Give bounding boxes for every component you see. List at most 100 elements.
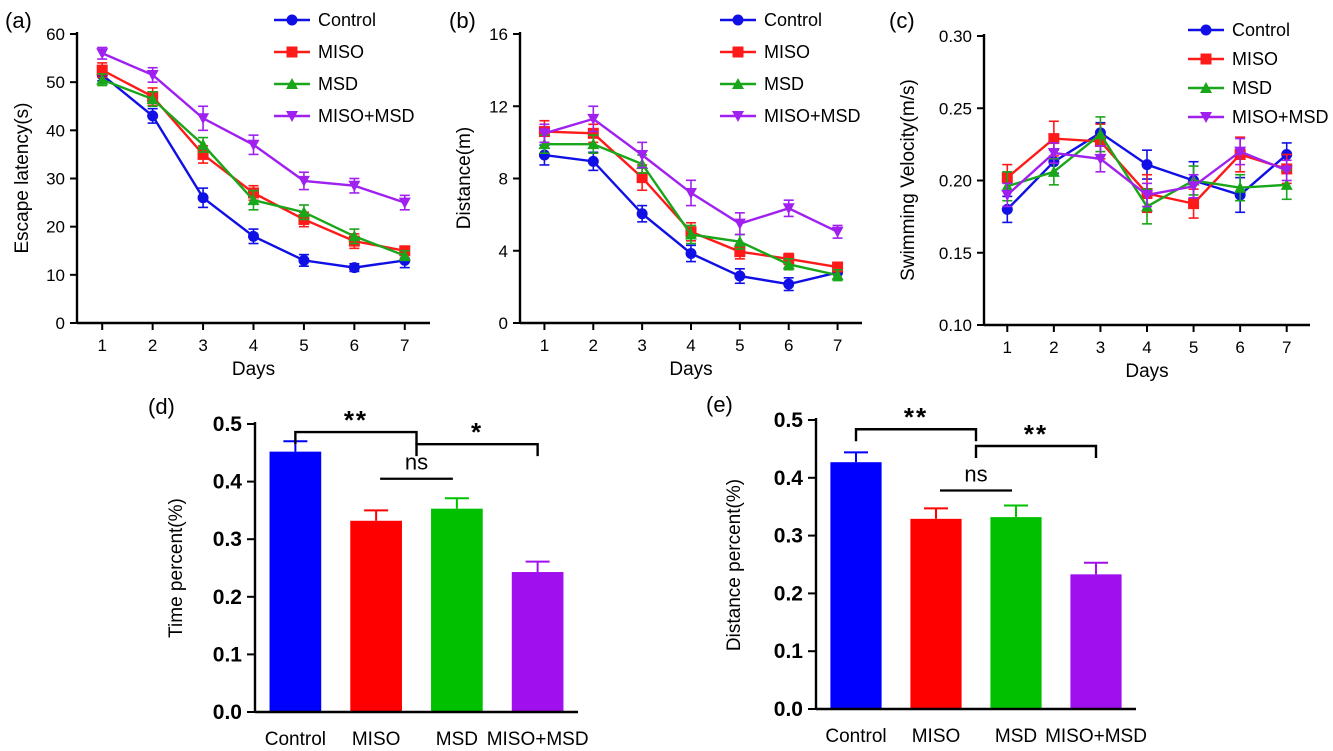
data-point: [297, 206, 310, 218]
data-point: [348, 180, 361, 192]
x-tick-label: 3: [1096, 338, 1105, 357]
data-point: [1141, 189, 1153, 201]
data-point: [1094, 153, 1107, 165]
series-msd: [96, 73, 411, 262]
data-point: [587, 155, 599, 167]
y-tick-label: 16: [489, 25, 508, 44]
category-label: MISO+MSD: [487, 729, 589, 750]
legend-label: MISO+MSD: [1232, 107, 1329, 127]
y-tick-label: 4: [499, 242, 508, 261]
legend-label: MSD: [764, 74, 804, 94]
significance-label: *: [471, 417, 483, 447]
bracket-line: [415, 442, 539, 457]
x-tick-label: 2: [589, 336, 598, 355]
y-tick-label: 0.4: [774, 467, 804, 490]
y-tick-label: 12: [489, 97, 508, 116]
legend-label: MISO: [1232, 49, 1278, 69]
x-tick-label: 6: [784, 336, 793, 355]
bracket-line: [974, 444, 1098, 459]
panel-label: (d): [148, 394, 175, 419]
legend-item: MSD: [720, 74, 804, 94]
y-tick-label: 10: [46, 266, 65, 285]
data-point: [197, 148, 209, 160]
significance-bracket: ns: [380, 450, 453, 480]
legend-marker: [732, 78, 744, 89]
panel-a-line-chart: (a) 0 10 20 30 40 50 60 1 2 3 4 5 6 7 Days Escape latenc…: [5, 8, 430, 380]
data-point: [146, 93, 159, 105]
data-point: [96, 64, 108, 76]
bar: [511, 572, 564, 712]
data-point: [197, 192, 209, 204]
legend-marker: [286, 46, 298, 58]
data-point: [248, 230, 259, 242]
y-tick-label: 0: [56, 314, 65, 333]
series-miso-msd: [96, 46, 411, 211]
data-point: [297, 175, 310, 187]
legend-marker: [286, 111, 298, 122]
category-label: MISO+MSD: [1045, 726, 1147, 747]
x-tick-label: 4: [1142, 338, 1151, 357]
data-point: [587, 113, 600, 125]
data-point: [1280, 178, 1293, 190]
data-point: [197, 113, 210, 125]
x-tick-label: 3: [198, 336, 207, 355]
y-tick-label: 0.0: [774, 698, 803, 721]
significance-bracket: **: [294, 405, 418, 445]
x-tick-label: 2: [148, 336, 157, 355]
legend-label: MISO: [764, 42, 810, 62]
y-tick-label: 0.30: [939, 27, 972, 46]
data-point: [685, 247, 697, 259]
data-point: [1188, 198, 1200, 210]
panel-c-line-chart: (c) 0.10 0.15 0.20 0.25 0.30 1 2 3 4 5 6 7 Days Swimmi…: [889, 8, 1329, 382]
y-tick-label: 8: [499, 170, 508, 189]
data-point: [587, 138, 600, 150]
legend-item: MISO: [720, 42, 810, 62]
significance-label: **: [1024, 419, 1048, 449]
bar: [990, 517, 1042, 709]
legend-item: Control: [720, 10, 822, 30]
legend-item: Control: [1188, 20, 1290, 40]
data-point: [1047, 165, 1060, 177]
significance-label: **: [904, 402, 928, 432]
y-tick-label: 0.5: [213, 413, 243, 436]
data-point: [1234, 146, 1247, 158]
series-miso: [96, 62, 411, 257]
y-tick-label: 0.5: [774, 409, 804, 432]
y-tick-label: 0.0: [213, 701, 242, 724]
legend-label: MISO+MSD: [764, 106, 861, 126]
data-point: [636, 150, 649, 162]
significance-bracket: ns: [940, 462, 1012, 492]
significance-label: ns: [405, 450, 428, 475]
y-tick-label: 0.10: [939, 316, 972, 335]
panel-d-bar-chart: (d) 0.0 0.1 0.2 0.3 0.4 0.5 Control MISO MSD MISO+…: [148, 394, 589, 750]
series-line: [101, 52, 406, 204]
data-point: [831, 226, 844, 238]
y-tick-label: 0.3: [774, 525, 803, 548]
data-point: [398, 249, 411, 261]
legend-marker: [1200, 82, 1212, 93]
y-tick-label: 0.20: [939, 172, 972, 191]
legend-label: MISO: [318, 42, 364, 62]
bracket-line: [854, 428, 978, 442]
data-point: [538, 149, 550, 161]
data-point: [398, 197, 411, 209]
y-tick-label: 20: [46, 218, 65, 237]
significance-bracket: **: [854, 402, 978, 442]
series-msd: [538, 134, 844, 282]
series-miso-msd: [538, 105, 844, 239]
panel-label: (a): [5, 8, 32, 33]
bar: [431, 508, 483, 712]
data-point: [636, 208, 648, 220]
category-label: MSD: [995, 726, 1037, 747]
legend-label: Control: [1232, 20, 1290, 40]
y-tick-label: 40: [46, 121, 65, 140]
data-point: [685, 187, 697, 199]
y-tick-label: 0.1: [774, 640, 804, 663]
x-tick-label: 4: [686, 336, 695, 355]
data-point: [538, 138, 551, 150]
data-point: [783, 278, 795, 290]
data-point: [1048, 133, 1060, 145]
data-point: [1047, 148, 1060, 160]
legend-item: MISO+MSD: [1188, 107, 1329, 127]
data-point: [733, 235, 746, 247]
